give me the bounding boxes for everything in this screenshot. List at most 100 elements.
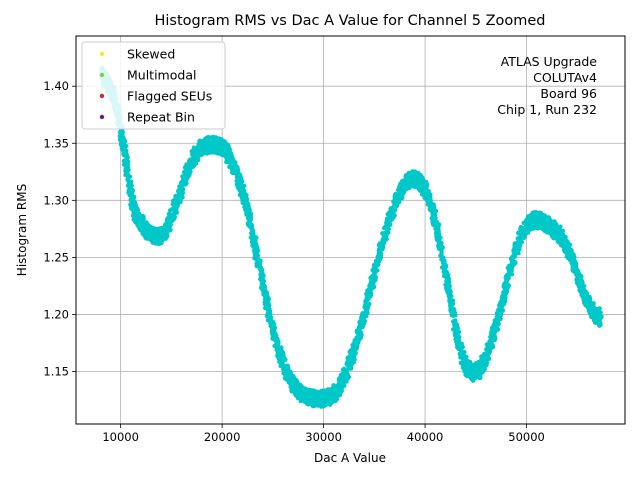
scatter-noise-marker xyxy=(513,250,519,255)
scatter-noise-marker xyxy=(168,227,173,233)
scatter-noise-marker xyxy=(156,231,161,236)
scatter-point xyxy=(416,178,422,184)
scatter-noise-marker xyxy=(570,264,576,270)
scatter-point xyxy=(367,286,373,292)
scatter-point xyxy=(526,220,531,226)
scatter-noise-marker xyxy=(183,180,189,185)
scatter-point xyxy=(501,290,507,296)
scatter-point xyxy=(136,217,142,223)
scatter-point xyxy=(598,315,603,321)
scatter-noise-marker xyxy=(399,195,405,200)
scatter-point xyxy=(319,396,324,402)
scatter-noise-marker xyxy=(392,207,398,213)
scatter-noise-marker xyxy=(218,148,223,153)
scatter-point xyxy=(398,188,404,194)
scatter-noise-marker xyxy=(252,244,257,250)
x-axis-label: Dac A Value xyxy=(314,451,386,465)
scatter-point xyxy=(142,226,148,232)
scatter-noise-marker xyxy=(278,363,283,369)
scatter-noise-marker xyxy=(319,388,324,394)
scatter-point xyxy=(428,202,434,208)
x-tick-label: 10000 xyxy=(102,430,139,444)
scatter-noise-marker xyxy=(362,304,367,310)
scatter-point xyxy=(556,232,562,238)
y-tick-label: 1.15 xyxy=(43,365,69,379)
scatter-noise-marker xyxy=(276,354,282,360)
scatter-noise-marker xyxy=(439,249,444,254)
legend-label: Repeat Bin xyxy=(127,110,195,125)
y-tick-label: 1.35 xyxy=(43,136,69,150)
scatter-noise-marker xyxy=(251,237,256,243)
scatter-noise-marker xyxy=(247,207,252,212)
grid xyxy=(76,36,625,424)
scatter-noise-marker xyxy=(338,372,344,378)
scatter-point xyxy=(148,232,154,238)
x-tick-label: 30000 xyxy=(305,430,342,444)
scatter-noise-marker xyxy=(177,199,183,204)
scatter-point xyxy=(185,169,191,175)
scatter-noise-marker xyxy=(173,208,179,214)
scatter-noise-marker xyxy=(264,294,270,300)
scatter-noise-marker xyxy=(187,159,192,164)
scatter-noise-marker xyxy=(238,179,243,184)
scatter-noise-marker xyxy=(405,172,411,177)
scatter-noise-marker xyxy=(465,363,470,368)
scatter-noise-marker xyxy=(447,287,452,292)
scatter-noise-marker xyxy=(131,194,137,199)
legend-label: Skewed xyxy=(127,47,175,62)
scatter-noise-marker xyxy=(180,190,186,195)
scatter-noise-marker xyxy=(268,315,274,320)
scatter-noise-marker xyxy=(460,344,465,350)
scatter-noise-marker xyxy=(399,185,404,190)
scatter-point xyxy=(337,383,343,389)
x-tick-label: 20000 xyxy=(204,430,241,444)
scatter-noise-marker xyxy=(419,192,425,197)
y-tick-label: 1.40 xyxy=(43,79,69,93)
scatter-noise-marker xyxy=(356,331,362,336)
scatter-noise-marker xyxy=(132,205,137,210)
scatter-point xyxy=(120,138,126,144)
scatter-noise-marker xyxy=(193,158,199,163)
scatter-noise-marker xyxy=(314,391,319,396)
scatter-noise-marker xyxy=(365,297,370,303)
scatter-point xyxy=(465,366,471,372)
scatter-point xyxy=(276,348,282,354)
scatter-noise-marker xyxy=(242,199,248,204)
scatter-point xyxy=(392,202,397,208)
x-tick-label: 50000 xyxy=(508,430,545,444)
scatter-noise-marker xyxy=(218,138,223,144)
scatter-noise-marker xyxy=(327,402,333,407)
scatter-noise-marker xyxy=(484,360,489,366)
scatter-noise-marker xyxy=(260,281,265,287)
scatter-noise-marker xyxy=(238,172,243,178)
scatter-noise-marker xyxy=(502,298,508,304)
chart-title: Histogram RMS vs Dac A Value for Channel… xyxy=(154,13,545,29)
scatter-noise-marker xyxy=(581,284,586,289)
scatter-noise-marker xyxy=(538,211,543,217)
scatter-point xyxy=(264,300,270,306)
scatter-point xyxy=(374,263,379,268)
scatter-noise-marker xyxy=(386,217,392,222)
scatter-noise-marker xyxy=(436,240,442,246)
scatter-noise-marker xyxy=(393,198,398,203)
scatter-point xyxy=(191,154,197,160)
scatter-noise-marker xyxy=(481,367,486,372)
scatter-noise-marker xyxy=(553,223,559,228)
scatter-point xyxy=(252,241,257,247)
scatter-noise-marker xyxy=(436,234,441,239)
scatter-noise-marker xyxy=(508,272,513,277)
scatter-noise-marker xyxy=(266,306,271,312)
annotation-line: ATLAS Upgrade xyxy=(501,54,598,69)
scatter-noise-marker xyxy=(427,195,433,200)
scatter-noise-marker xyxy=(143,230,149,235)
scatter-point xyxy=(581,289,586,294)
scatter-noise-marker xyxy=(180,195,185,200)
scatter-point xyxy=(447,291,452,297)
scatter-noise-marker xyxy=(260,286,266,292)
scatter-noise-marker xyxy=(437,244,443,249)
scatter-point xyxy=(544,221,550,227)
scatter-noise-marker xyxy=(124,148,129,153)
scatter-noise-marker xyxy=(444,269,449,275)
scatter-noise-marker xyxy=(479,354,484,359)
scatter-noise-marker xyxy=(376,249,382,254)
